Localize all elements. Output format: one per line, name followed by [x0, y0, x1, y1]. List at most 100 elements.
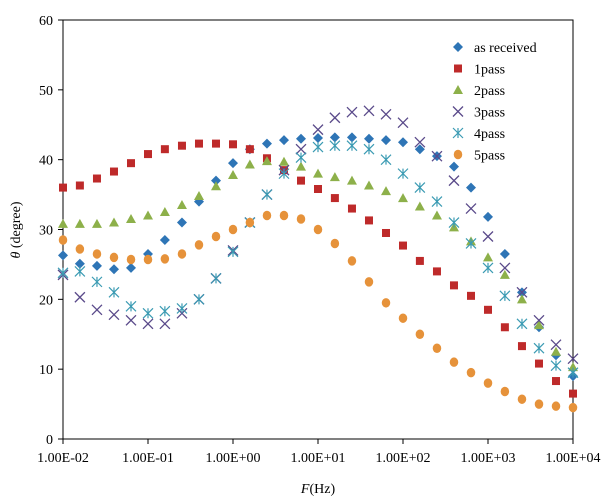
data-point [449, 357, 459, 367]
data-point [229, 140, 237, 149]
data-point [108, 286, 120, 298]
y-tick-label: 40 [39, 154, 53, 169]
y-tick-label: 0 [46, 433, 53, 448]
data-point [567, 353, 579, 365]
y-tick-label: 10 [39, 363, 53, 378]
data-point [517, 342, 526, 351]
legend: as received 1pass 2pass 3pass 4pass 5pass [452, 41, 537, 164]
data-point [499, 262, 511, 274]
x-tick-label: 1.00E+01 [291, 451, 346, 466]
data-point [465, 203, 477, 215]
data-point [431, 210, 442, 220]
data-point [228, 224, 238, 235]
data-point [533, 320, 544, 330]
data-point [245, 145, 254, 154]
data-point [57, 267, 69, 279]
data-point [568, 402, 578, 413]
x-tick-label: 1.00E+00 [206, 451, 261, 466]
data-point [177, 249, 187, 259]
data-point [415, 256, 424, 265]
data-point [245, 217, 255, 228]
data-point [296, 161, 307, 171]
data-point [448, 161, 459, 172]
y-tick-label: 60 [39, 14, 53, 29]
data-point [381, 135, 392, 146]
series-5pass [58, 210, 578, 413]
data-point [552, 377, 561, 386]
data-point [499, 290, 511, 302]
data-point [414, 136, 426, 148]
data-point [484, 305, 492, 314]
data-point [261, 138, 272, 149]
data-point [92, 249, 102, 259]
data-point [569, 389, 577, 398]
data-point [465, 238, 477, 249]
data-point [431, 150, 443, 162]
data-point [483, 211, 493, 222]
y-axis-label: θ (degree) [9, 201, 24, 258]
data-point [432, 343, 442, 353]
data-point [211, 231, 221, 242]
data-point [568, 362, 578, 372]
data-point [482, 262, 494, 274]
data-point [295, 152, 307, 163]
data-point [363, 143, 375, 155]
data-point [109, 252, 119, 263]
data-point [500, 323, 509, 332]
data-point [364, 216, 373, 225]
data-point [278, 135, 289, 146]
data-point [517, 394, 527, 404]
data-point [176, 217, 187, 228]
data-point [261, 156, 272, 166]
data-point [159, 318, 171, 330]
data-point [126, 214, 137, 224]
data-point [550, 360, 562, 372]
data-point [59, 183, 67, 192]
data-point [127, 159, 136, 168]
data-point [210, 272, 222, 284]
data-point [193, 190, 204, 200]
data-point [533, 342, 545, 354]
legend-marker [453, 85, 463, 94]
data-point [295, 143, 307, 155]
data-point [261, 189, 273, 201]
data-point [313, 133, 323, 144]
data-point [313, 224, 323, 235]
data-point [296, 133, 307, 144]
data-point [432, 267, 441, 276]
data-point [160, 145, 169, 154]
data-point [194, 139, 203, 148]
data-point [279, 210, 289, 221]
legend-label: as received [474, 41, 537, 56]
legend-label: 4pass [474, 127, 505, 142]
data-point [330, 194, 339, 203]
data-point [516, 286, 528, 298]
legend-marker [453, 42, 463, 52]
series-1pass [59, 139, 577, 398]
data-point [398, 313, 408, 323]
data-point [312, 124, 324, 136]
data-point [176, 302, 188, 314]
legend-marker [453, 149, 463, 160]
data-point [91, 276, 103, 288]
data-point [159, 234, 170, 245]
data-point [126, 254, 136, 265]
data-point [75, 181, 84, 190]
y-tick-label: 30 [39, 224, 53, 239]
data-point [414, 182, 426, 194]
data-point [329, 112, 341, 124]
data-point [58, 235, 68, 245]
data-point [58, 250, 68, 261]
data-point [75, 244, 85, 254]
data-point [380, 108, 392, 120]
x-tick-label: 1.00E+04 [546, 451, 601, 466]
data-point [466, 182, 477, 193]
data-point [466, 367, 476, 378]
data-point [228, 170, 238, 180]
data-point [142, 307, 154, 319]
data-point [177, 141, 186, 150]
series-layer [57, 105, 579, 413]
data-point [278, 168, 290, 180]
data-point [398, 193, 408, 203]
